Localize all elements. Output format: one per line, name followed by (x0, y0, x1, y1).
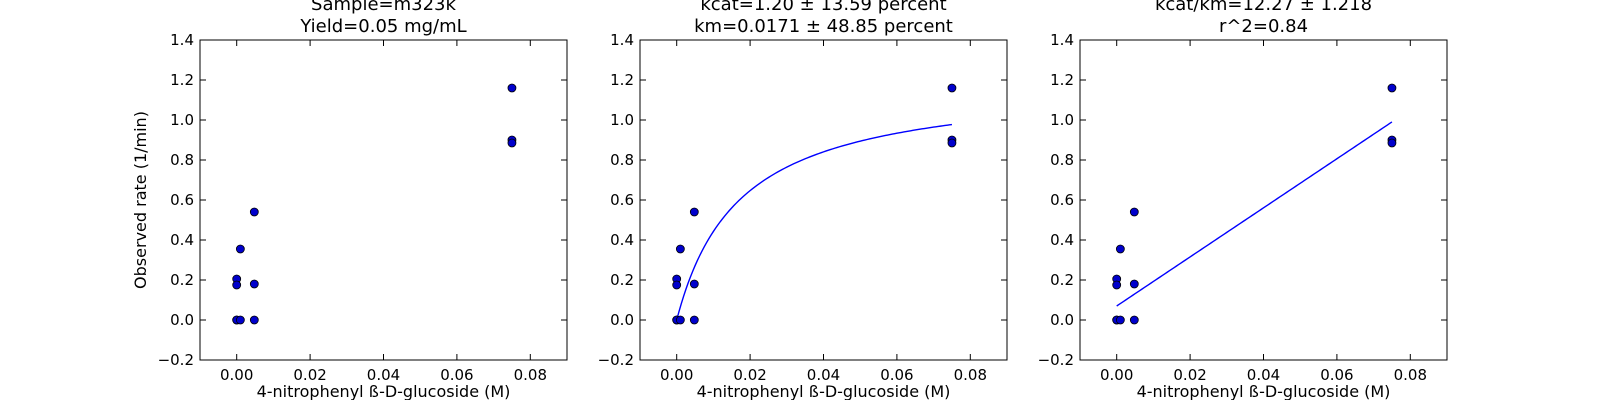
plot-frame (199, 39, 568, 361)
data-point (249, 279, 259, 289)
chart-title-line-1: Sample=m323k (311, 0, 456, 15)
y-tick-label: 0.6 (610, 191, 634, 209)
y-tick-label: 0.2 (1050, 271, 1074, 289)
data-point (235, 315, 245, 325)
chart-title-line-2: Yield=0.05 mg/mL (299, 16, 466, 37)
data-point (1129, 315, 1139, 325)
x-tick-label: 0.02 (1173, 366, 1206, 384)
chart-panel-2: 0.00 0.02 0.04 0.06 0.08 −0.2 0.0 0.2 0.4 0.6 0.8 1… (598, 0, 1008, 400)
data-point (1129, 207, 1139, 217)
y-tick-label: 0.0 (170, 311, 194, 329)
x-tick-label: 0.06 (880, 366, 913, 384)
data-point (947, 138, 957, 148)
x-tick-label: 0.04 (367, 366, 400, 384)
y-tick-label: 1.0 (610, 111, 634, 129)
data-point (1387, 83, 1397, 93)
y-tick-label: 0.2 (610, 271, 634, 289)
x-axis-label: 4-nitrophenyl ß-D-glucoside (M) (1137, 382, 1391, 400)
chart-panel-1: 0.00 0.02 0.04 0.06 0.08 −0.2 0.0 0.2 0.4 0.6 0.8 1… (131, 0, 568, 400)
x-tick-label: 0.02 (293, 366, 326, 384)
y-tick-label: 0.6 (1050, 191, 1074, 209)
y-tick-label: 0.8 (170, 151, 194, 169)
y-tick-label: 0.0 (1050, 311, 1074, 329)
x-tick-label: 0.06 (440, 366, 473, 384)
y-tick-label: 0.8 (610, 151, 634, 169)
y-tick-label: 0.4 (1050, 231, 1074, 249)
data-point (1115, 244, 1125, 254)
data-point (689, 315, 699, 325)
y-tick-label: 1.2 (610, 71, 634, 89)
y-tick-label: −0.2 (1038, 351, 1074, 369)
chart-title-line-1: kcat=1.20 ± 13.59 percent (700, 0, 946, 15)
chart-panel-3: 0.00 0.02 0.04 0.06 0.08 −0.2 0.0 0.2 0.4 0.6 0.8 1… (1038, 0, 1448, 400)
x-tick-label: 0.00 (1100, 366, 1133, 384)
y-tick-label: 1.4 (1050, 31, 1074, 49)
data-point (235, 244, 245, 254)
data-point (1387, 138, 1397, 148)
y-tick-label: 1.2 (1050, 71, 1074, 89)
x-axis-label: 4-nitrophenyl ß-D-glucoside (M) (257, 382, 511, 400)
y-tick-label: −0.2 (158, 351, 194, 369)
y-tick-label: 0.4 (170, 231, 194, 249)
y-tick-label: 1.4 (610, 31, 634, 49)
y-axis-label: Observed rate (1/min) (131, 111, 150, 289)
y-tick-label: 0.8 (1050, 151, 1074, 169)
x-axis-label: 4-nitrophenyl ß-D-glucoside (M) (697, 382, 951, 400)
data-point (1112, 280, 1122, 290)
chart-title-line-2: km=0.0171 ± 48.85 percent (694, 16, 953, 37)
y-tick-label: 1.0 (1050, 111, 1074, 129)
y-tick-label: 0.0 (610, 311, 634, 329)
fit-curve (676, 123, 953, 321)
x-tick-label: 0.04 (1247, 366, 1280, 384)
data-point (689, 207, 699, 217)
x-tick-label: 0.08 (514, 366, 547, 384)
x-tick-label: 0.08 (954, 366, 987, 384)
y-tick-label: 0.4 (610, 231, 634, 249)
data-point (675, 315, 685, 325)
fit-curve (1116, 121, 1393, 307)
data-point (1115, 315, 1125, 325)
y-tick-label: 0.6 (170, 191, 194, 209)
x-tick-label: 0.06 (1320, 366, 1353, 384)
data-point (1129, 279, 1139, 289)
plot-frame (639, 39, 1008, 361)
x-tick-label: 0.00 (220, 366, 253, 384)
data-point (507, 138, 517, 148)
y-tick-label: 1.2 (170, 71, 194, 89)
data-point (689, 279, 699, 289)
x-tick-label: 0.08 (1394, 366, 1427, 384)
y-tick-label: −0.2 (598, 351, 634, 369)
data-point (675, 244, 685, 254)
data-point (249, 315, 259, 325)
y-tick-label: 1.0 (170, 111, 194, 129)
data-point (672, 280, 682, 290)
x-tick-label: 0.04 (807, 366, 840, 384)
x-tick-label: 0.00 (660, 366, 693, 384)
data-point (947, 83, 957, 93)
data-point (249, 207, 259, 217)
x-tick-label: 0.02 (733, 366, 766, 384)
chart-title-line-2: r^2=0.84 (1219, 16, 1308, 37)
y-tick-label: 0.2 (170, 271, 194, 289)
data-point (232, 280, 242, 290)
chart-title-line-1: kcat/km=12.27 ± 1.218 (1155, 0, 1372, 15)
y-tick-label: 1.4 (170, 31, 194, 49)
data-point (507, 83, 517, 93)
